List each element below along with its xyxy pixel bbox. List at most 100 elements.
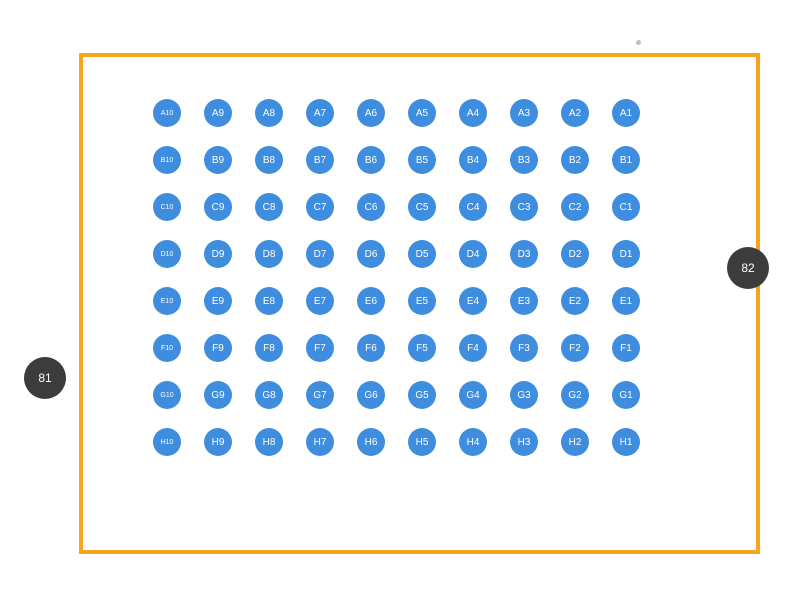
bga-pad-label: A3 xyxy=(518,108,530,119)
bga-pad-e1: E1 xyxy=(612,287,640,315)
bga-pad-label: D10 xyxy=(161,251,174,258)
bga-pad-c3: C3 xyxy=(510,193,538,221)
bga-pad-g9: G9 xyxy=(204,381,232,409)
bga-pad-a6: A6 xyxy=(357,99,385,127)
bga-pad-b9: B9 xyxy=(204,146,232,174)
bga-pad-d5: D5 xyxy=(408,240,436,268)
bga-pad-label: B2 xyxy=(569,155,581,166)
bga-pad-f9: F9 xyxy=(204,334,232,362)
bga-pad-label: H6 xyxy=(365,437,378,448)
bga-pad-a10: A10 xyxy=(153,99,181,127)
bga-pad-b1: B1 xyxy=(612,146,640,174)
bga-pad-label: A6 xyxy=(365,108,377,119)
bga-pad-label: D4 xyxy=(467,249,480,260)
bga-pad-b4: B4 xyxy=(459,146,487,174)
bga-pad-c2: C2 xyxy=(561,193,589,221)
bga-pad-label: D8 xyxy=(263,249,276,260)
bga-pad-e2: E2 xyxy=(561,287,589,315)
bga-pad-label: E4 xyxy=(467,296,479,307)
bga-pad-label: C4 xyxy=(467,202,480,213)
bga-pad-b7: B7 xyxy=(306,146,334,174)
bga-pad-a4: A4 xyxy=(459,99,487,127)
bga-pad-f1: F1 xyxy=(612,334,640,362)
bga-pad-label: C10 xyxy=(161,204,174,211)
bga-pad-label: B7 xyxy=(314,155,326,166)
bga-pad-label: B9 xyxy=(212,155,224,166)
bga-pad-label: A2 xyxy=(569,108,581,119)
bga-pad-g3: G3 xyxy=(510,381,538,409)
bga-pad-label: G4 xyxy=(466,390,479,401)
bga-pad-label: H2 xyxy=(569,437,582,448)
bga-pad-label: A4 xyxy=(467,108,479,119)
ext-pad-label: 81 xyxy=(38,371,51,385)
bga-pad-label: E7 xyxy=(314,296,326,307)
bga-pad-d3: D3 xyxy=(510,240,538,268)
bga-pad-label: G7 xyxy=(313,390,326,401)
bga-pad-label: F5 xyxy=(416,343,428,354)
bga-pad-e6: E6 xyxy=(357,287,385,315)
bga-pad-label: F10 xyxy=(161,345,173,352)
bga-pad-label: E3 xyxy=(518,296,530,307)
bga-pad-f5: F5 xyxy=(408,334,436,362)
bga-pad-label: B1 xyxy=(620,155,632,166)
bga-pad-label: G6 xyxy=(364,390,377,401)
bga-pad-label: D6 xyxy=(365,249,378,260)
bga-pad-g2: G2 xyxy=(561,381,589,409)
bga-pad-label: A8 xyxy=(263,108,275,119)
bga-pad-label: G3 xyxy=(517,390,530,401)
bga-pad-h4: H4 xyxy=(459,428,487,456)
bga-pad-e7: E7 xyxy=(306,287,334,315)
bga-pad-c1: C1 xyxy=(612,193,640,221)
bga-pad-d2: D2 xyxy=(561,240,589,268)
bga-pad-d1: D1 xyxy=(612,240,640,268)
pcb-footprint-diagram: A10 A9 A8 A7 A6 A5 A4 A3 A2 A1 B10 B9 B8 B7 B6 B5 B4 B3 B2… xyxy=(0,0,807,596)
bga-pad-h5: H5 xyxy=(408,428,436,456)
bga-pad-label: F6 xyxy=(365,343,377,354)
bga-pad-label: H1 xyxy=(620,437,633,448)
ext-pad-82: 82 xyxy=(727,247,769,289)
bga-pad-e4: E4 xyxy=(459,287,487,315)
bga-pad-e3: E3 xyxy=(510,287,538,315)
bga-pad-a7: A7 xyxy=(306,99,334,127)
ext-pad-81: 81 xyxy=(24,357,66,399)
bga-pad-f8: F8 xyxy=(255,334,283,362)
bga-pad-c5: C5 xyxy=(408,193,436,221)
bga-pad-b8: B8 xyxy=(255,146,283,174)
bga-pad-label: F1 xyxy=(620,343,632,354)
bga-pad-b10: B10 xyxy=(153,146,181,174)
bga-pad-a2: A2 xyxy=(561,99,589,127)
bga-pad-label: C9 xyxy=(212,202,225,213)
bga-pad-label: D5 xyxy=(416,249,429,260)
bga-pad-label: C6 xyxy=(365,202,378,213)
bga-pad-a5: A5 xyxy=(408,99,436,127)
bga-pad-label: B6 xyxy=(365,155,377,166)
bga-pad-label: D3 xyxy=(518,249,531,260)
bga-pad-label: C5 xyxy=(416,202,429,213)
bga-pad-d9: D9 xyxy=(204,240,232,268)
bga-pad-label: A10 xyxy=(161,110,173,117)
bga-pad-label: C3 xyxy=(518,202,531,213)
bga-pad-a9: A9 xyxy=(204,99,232,127)
bga-pad-g6: G6 xyxy=(357,381,385,409)
bga-pad-h9: H9 xyxy=(204,428,232,456)
bga-pad-label: G2 xyxy=(568,390,581,401)
bga-pad-label: C8 xyxy=(263,202,276,213)
bga-pad-label: H9 xyxy=(212,437,225,448)
bga-pad-label: F2 xyxy=(569,343,581,354)
bga-pad-label: A1 xyxy=(620,108,632,119)
bga-pad-h1: H1 xyxy=(612,428,640,456)
bga-pad-label: F4 xyxy=(467,343,479,354)
bga-pad-g5: G5 xyxy=(408,381,436,409)
bga-pad-c8: C8 xyxy=(255,193,283,221)
bga-pad-label: B4 xyxy=(467,155,479,166)
bga-pad-label: H7 xyxy=(314,437,327,448)
bga-pad-label: B5 xyxy=(416,155,428,166)
bga-pad-f3: F3 xyxy=(510,334,538,362)
bga-pad-label: E10 xyxy=(161,298,173,305)
bga-pad-e8: E8 xyxy=(255,287,283,315)
bga-pad-g4: G4 xyxy=(459,381,487,409)
bga-pad-label: B3 xyxy=(518,155,530,166)
bga-pad-h7: H7 xyxy=(306,428,334,456)
bga-pad-label: H5 xyxy=(416,437,429,448)
bga-pad-h8: H8 xyxy=(255,428,283,456)
